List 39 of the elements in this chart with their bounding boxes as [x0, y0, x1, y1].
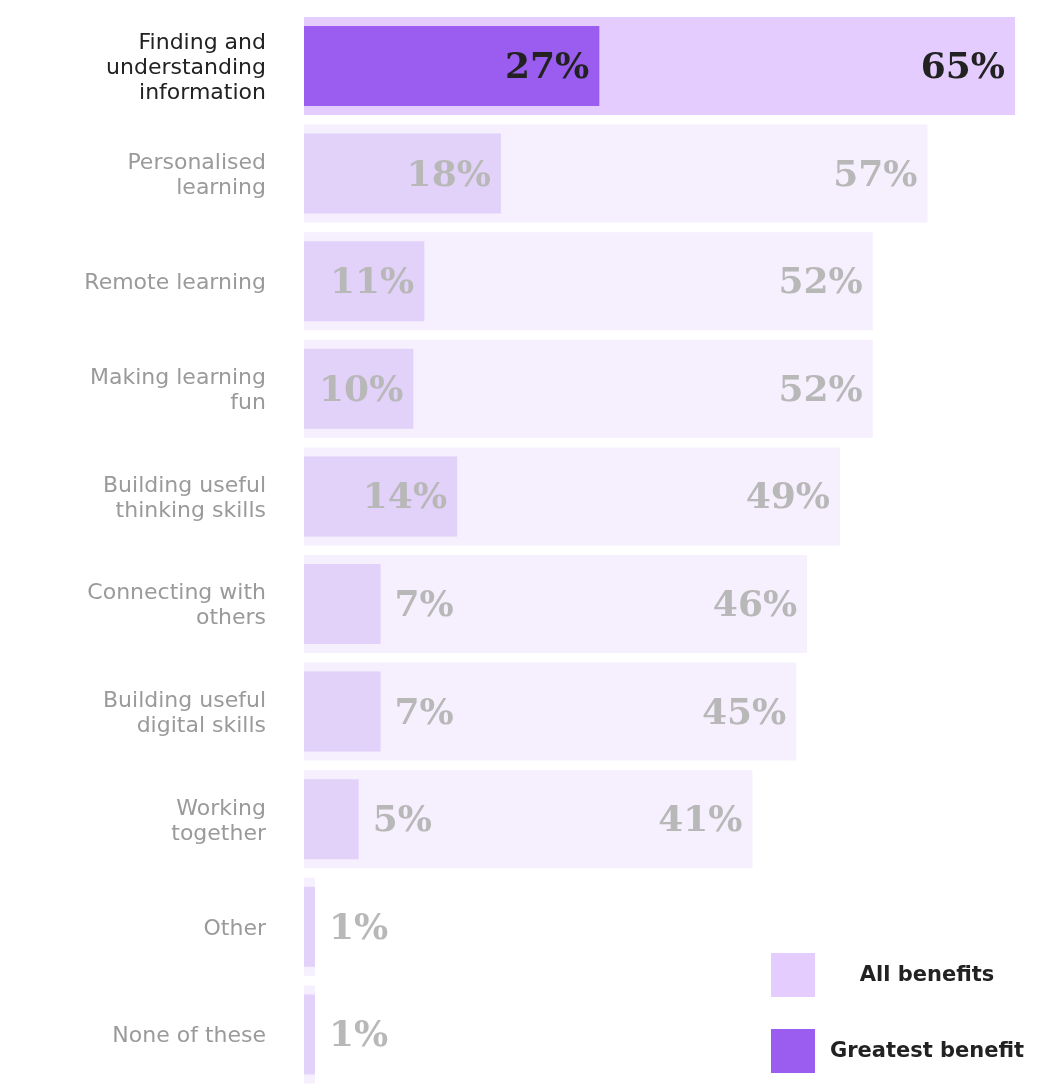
bar: [304, 133, 501, 214]
legend-label: Greatest benefit: [828, 1037, 1026, 1064]
data-label: 45%: [701, 689, 787, 732]
bar: [304, 994, 315, 1075]
data-label: 7%: [394, 582, 454, 624]
y-tick-label: Working together: [171, 794, 267, 845]
y-tick-label: None of these: [112, 1022, 266, 1048]
bar: [304, 779, 359, 860]
data-label: 52%: [778, 366, 863, 409]
y-tick-label: Making learning fun: [90, 364, 266, 415]
y-tick-label: Finding and understanding information: [106, 28, 266, 104]
data-label: 18%: [406, 151, 491, 194]
y-tick-label: Building useful thinking skills: [103, 471, 266, 522]
data-label: 49%: [745, 474, 830, 517]
data-label: 46%: [712, 582, 798, 624]
bar: [304, 241, 425, 322]
data-label: 1%: [328, 904, 389, 947]
data-label: 14%: [362, 474, 448, 517]
data-label: 41%: [658, 797, 743, 840]
bar: [304, 564, 381, 644]
data-label: 65%: [920, 44, 1005, 86]
y-tick-label: Building useful digital skills: [103, 686, 266, 737]
data-label: 52%: [778, 259, 863, 302]
bar: [304, 456, 458, 537]
data-label: 1%: [328, 1012, 389, 1055]
data-label: 10%: [319, 366, 404, 409]
bar: [304, 26, 600, 106]
y-tick-label: Other: [203, 914, 267, 940]
y-tick-label: Personalised learning: [127, 148, 266, 199]
data-label: 57%: [833, 151, 918, 194]
data-label: 7%: [394, 689, 454, 732]
data-label: 5%: [372, 797, 432, 840]
legend-label: All benefits: [858, 961, 996, 988]
y-tick-label: Connecting with others: [87, 579, 266, 630]
data-label: 27%: [505, 44, 590, 86]
y-tick-label: Remote learning: [84, 269, 266, 294]
data-label: 11%: [330, 259, 415, 302]
bar: [304, 886, 315, 967]
bar: [304, 671, 381, 752]
